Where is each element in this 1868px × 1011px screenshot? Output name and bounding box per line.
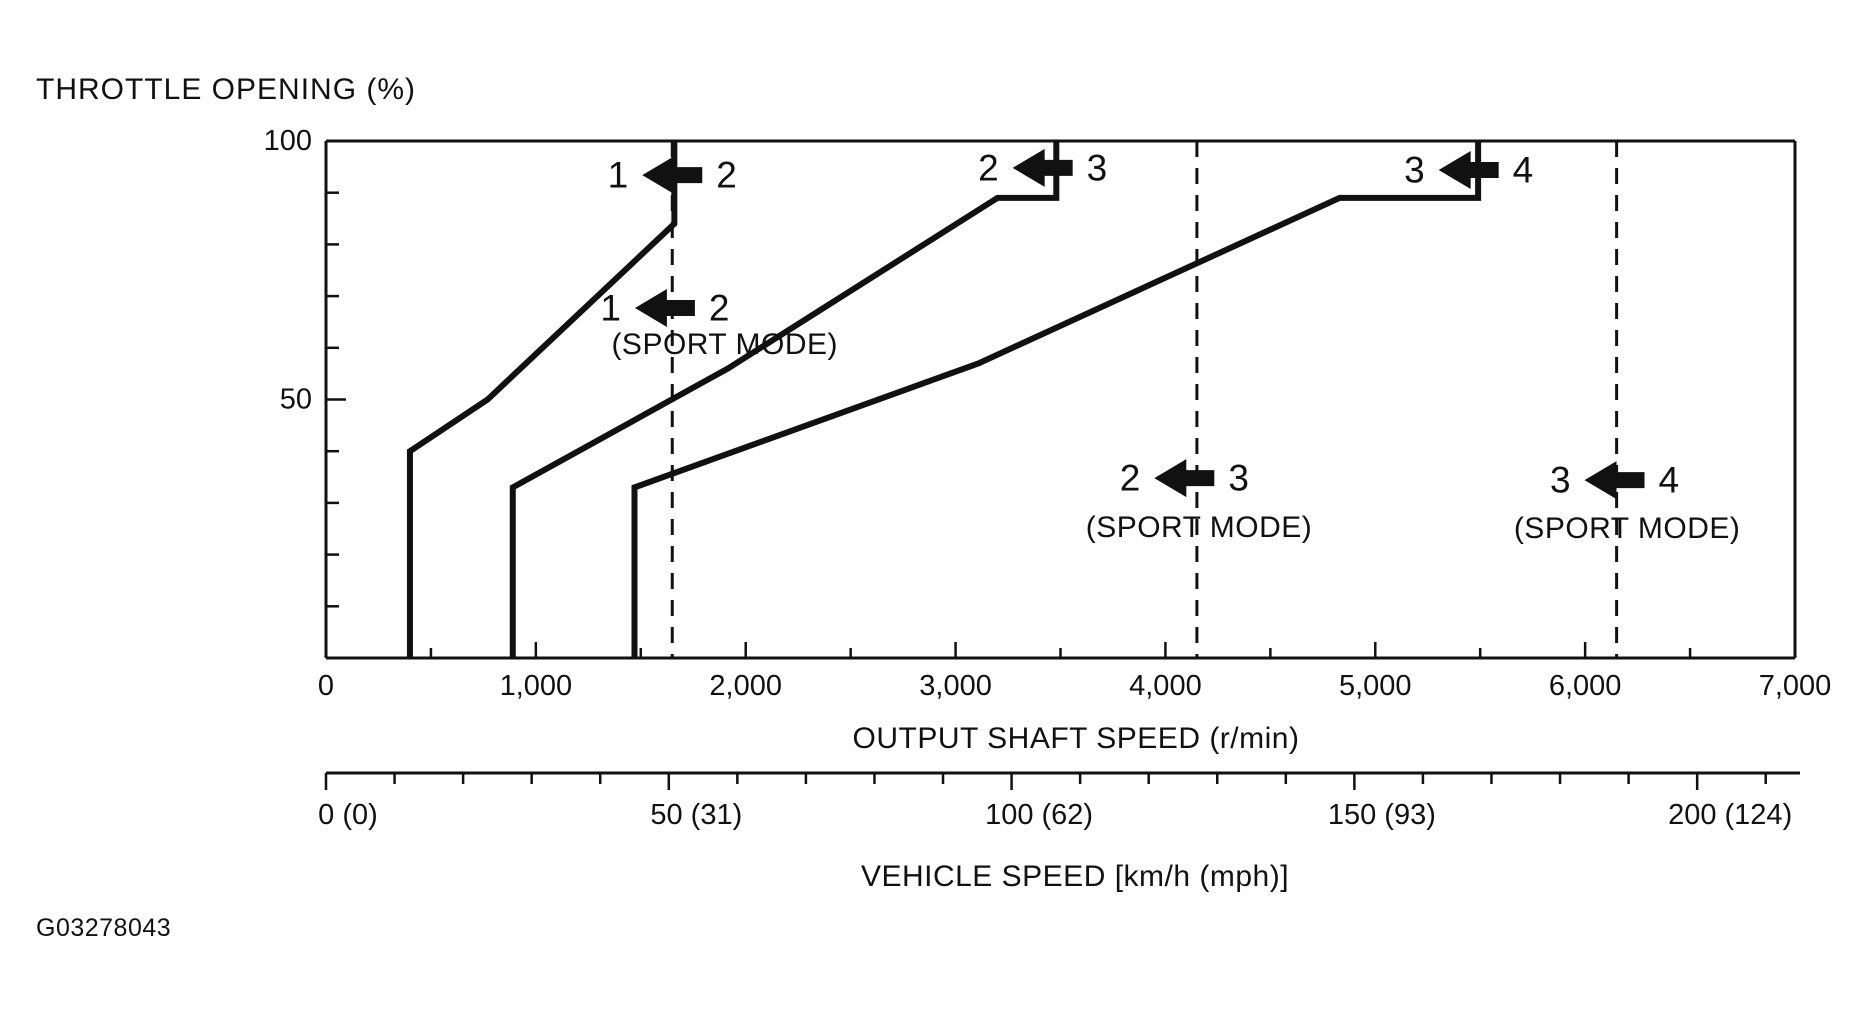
curve-downshift-3-to-2	[509, 141, 1060, 658]
gear-arrow-left-label: 1	[608, 155, 629, 196]
gear-arrow-right-label: 4	[1513, 149, 1534, 190]
x-tick-label: 1,000	[500, 670, 573, 702]
sport-mode-caption: (SPORT MODE)	[1086, 511, 1313, 544]
vehicle-tick-label: 100 (62)	[985, 799, 1093, 831]
left-arrow-icon	[1012, 148, 1073, 187]
gear-arrow-left-label: 2	[978, 147, 999, 188]
x-tick-label: 2,000	[709, 670, 782, 702]
x-tick-label: 5,000	[1339, 670, 1412, 702]
figure-code: G03278043	[36, 914, 171, 942]
vehicle-axis-title: VEHICLE SPEED [km/h (mph)]	[861, 860, 1289, 893]
left-arrow-icon	[634, 288, 695, 327]
left-arrow-icon	[642, 156, 703, 195]
gear-arrow-right-label: 4	[1659, 460, 1680, 501]
left-arrow-icon	[1154, 459, 1215, 498]
curve-downshift-4-to-3	[631, 141, 1482, 658]
gear-change-annotation: 3 4 (SPORT MODE)	[1514, 460, 1741, 546]
x-axis-title: OUTPUT SHAFT SPEED (r/min)	[853, 722, 1300, 755]
x-tick-label: 6,000	[1549, 670, 1622, 702]
y-tick-label: 50	[280, 384, 312, 416]
curve-downshift-2-to-1	[406, 141, 678, 658]
gear-arrow-left-label: 1	[600, 287, 621, 328]
chart-title: THROTTLE OPENING (%)	[36, 73, 416, 106]
x-tick-label: 7,000	[1759, 670, 1832, 702]
gear-arrow-right-label: 3	[1087, 147, 1108, 188]
gear-arrow-left-label: 3	[1404, 149, 1425, 190]
gear-arrow-left-label: 3	[1550, 460, 1571, 501]
left-arrow-icon	[1584, 461, 1645, 500]
gear-arrow-left-label: 2	[1120, 458, 1141, 499]
vehicle-tick-label: 150 (93)	[1328, 799, 1436, 831]
gear-arrow-right-label: 2	[716, 155, 737, 196]
vehicle-tick-label: 0 (0)	[318, 799, 378, 831]
left-arrow-icon	[1438, 150, 1499, 189]
vehicle-tick-label: 200 (124)	[1668, 799, 1792, 831]
x-tick-label: 0	[318, 670, 334, 702]
plot-area: 0 1,000 2,000 3,000 4,000 5,000 6,000 7,0005010…	[264, 125, 1832, 831]
x-tick-label: 4,000	[1129, 670, 1202, 702]
sport-mode-caption: (SPORT MODE)	[611, 328, 838, 361]
sport-mode-caption: (SPORT MODE)	[1514, 512, 1741, 545]
gear-change-annotation: 1 2(SPORT MODE)	[600, 287, 838, 361]
y-tick-label: 100	[264, 125, 312, 157]
gear-arrow-right-label: 2	[709, 287, 730, 328]
gear-arrow-right-label: 3	[1228, 458, 1249, 499]
x-tick-label: 3,000	[919, 670, 992, 702]
vehicle-tick-label: 50 (31)	[650, 799, 742, 831]
gear-change-annotation: 2 3 (SPORT MODE)	[1086, 458, 1313, 545]
